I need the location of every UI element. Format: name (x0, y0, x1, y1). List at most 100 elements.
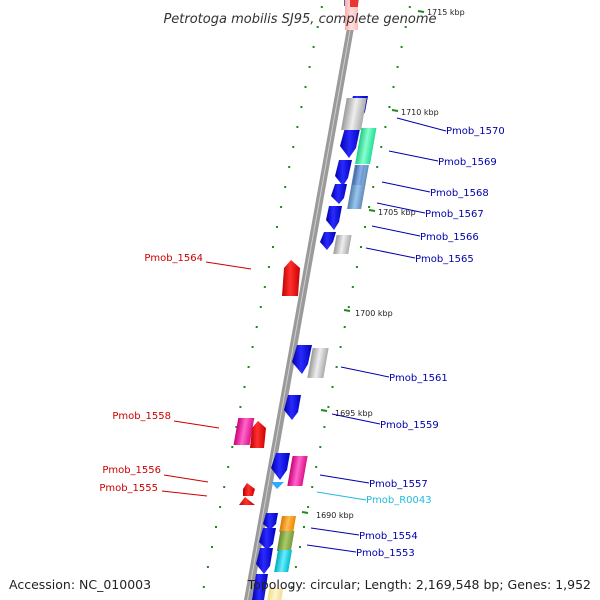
minor-tick (320, 6, 323, 8)
minor-tick (202, 586, 205, 588)
gene-label-pmob-1554[interactable]: Pmob_1554 (359, 531, 418, 542)
gene-block-gray-1 (341, 98, 367, 130)
map-title: Petrotoga mobilis SJ95, complete genome (163, 12, 436, 27)
gene-arrow-pmob-1569 (340, 124, 361, 158)
minor-tick (347, 306, 350, 308)
minor-tick (280, 206, 283, 208)
minor-tick (396, 66, 399, 68)
minor-tick (288, 166, 291, 168)
gene-label-pmob-1553[interactable]: Pmob_1553 (356, 548, 415, 559)
minor-tick (307, 506, 310, 508)
minor-tick (251, 346, 254, 348)
minor-tick (408, 6, 411, 8)
minor-tick (255, 326, 258, 328)
minor-tick (227, 466, 230, 468)
minor-tick (296, 126, 299, 128)
gene-arrow-pmob-1567 (331, 184, 347, 204)
gene-block-gray-2 (333, 235, 352, 254)
kbp-major-ticks (301, 10, 425, 514)
gene-label-pmob-1556[interactable]: Pmob_1556 (102, 465, 161, 476)
minor-tick (335, 366, 338, 368)
minor-tick (211, 546, 213, 548)
minor-tick (311, 486, 314, 488)
accession-text: Accession: NC_010003 (9, 577, 152, 592)
topology-text: Topology: circular; Length: 2,169,548 bp… (247, 577, 591, 592)
minor-tick (376, 166, 379, 168)
minor-tick (303, 526, 305, 528)
gene-arrow-pmob-1556 (243, 483, 255, 496)
minor-tick (276, 226, 278, 228)
minor-tick (235, 426, 238, 428)
minor-tick (331, 386, 334, 388)
genome-backbone-highlight (247, 0, 356, 600)
gene-label-pmob-1564[interactable]: Pmob_1564 (144, 253, 203, 264)
gene-block-steel (347, 165, 369, 209)
minor-tick (223, 486, 226, 488)
minor-tick (384, 126, 387, 128)
minor-tick (304, 86, 307, 88)
callout-lines (161, 117, 447, 553)
gene-arrow-pmob-1565 (320, 232, 336, 250)
gene-arrow-pmob-1554 (263, 513, 278, 530)
gene-block-top-red (350, 0, 358, 7)
gene-block-mint (355, 128, 377, 164)
gene-label-pmob-1559[interactable]: Pmob_1559 (380, 420, 439, 431)
minor-tick (380, 146, 383, 148)
gene-block-yellow (267, 588, 284, 600)
minor-tick (294, 566, 297, 568)
minor-tick (308, 66, 311, 68)
gene-label-pmob-1558[interactable]: Pmob_1558 (112, 411, 171, 422)
gene-arrow-pmob-1568 (335, 160, 352, 186)
minor-tick (360, 246, 362, 248)
minor-tick (272, 246, 274, 248)
minor-tick (231, 446, 234, 448)
kbp-label-1695: 1695 kbp (335, 409, 373, 418)
minor-tick (392, 86, 395, 88)
minor-tick (290, 586, 293, 588)
gene-block-pink-1558 (233, 418, 255, 445)
gene-arrow-pmob-r0043 (271, 482, 284, 489)
minor-tick (351, 286, 354, 288)
gene-label-pmob-1568[interactable]: Pmob_1568 (430, 188, 489, 199)
minor-tick (292, 146, 295, 148)
minor-tick (368, 206, 371, 208)
minor-tick (247, 366, 250, 368)
minor-tick (284, 186, 287, 188)
gene-label-pmob-r0043[interactable]: Pmob_R0043 (366, 495, 432, 506)
gene-label-pmob-1569[interactable]: Pmob_1569 (438, 157, 497, 168)
gene-label-pmob-1570[interactable]: Pmob_1570 (446, 126, 505, 137)
inner-tick-ring (202, 6, 323, 588)
gene-arrow-pmob-1559 (284, 395, 301, 420)
gene-label-pmob-1565[interactable]: Pmob_1565 (415, 254, 474, 265)
minor-tick (267, 266, 270, 268)
kbp-label-1715: 1715 kbp (427, 8, 465, 17)
minor-tick (243, 386, 246, 388)
minor-tick (300, 106, 303, 108)
gene-label-pmob-1557[interactable]: Pmob_1557 (369, 479, 428, 490)
gene-arrow-unlabeled-2 (252, 574, 268, 600)
gene-arrow-pmob-1557 (271, 453, 290, 480)
minor-tick (327, 406, 330, 408)
gene-block-top-pink (345, 0, 358, 30)
minor-tick (299, 546, 301, 548)
gene-block-orange (279, 516, 297, 532)
gene-label-pmob-1555[interactable]: Pmob_1555 (99, 483, 158, 494)
minor-tick (215, 526, 217, 528)
gene-label-pmob-1566[interactable]: Pmob_1566 (420, 232, 479, 243)
minor-tick (315, 466, 318, 468)
gene-block-gray-3 (307, 348, 329, 378)
gene-label-pmob-1561[interactable]: Pmob_1561 (389, 373, 448, 384)
minor-tick (312, 46, 315, 48)
gene-arrow-pmob-1566 (326, 206, 342, 230)
gene-arrow-pmob-1558 (250, 421, 266, 448)
gene-block-olive (276, 531, 295, 551)
minor-tick (364, 226, 366, 228)
gene-arrow-pmob-1564 (282, 260, 300, 296)
gene-label-pmob-1567[interactable]: Pmob_1567 (425, 209, 484, 220)
kbp-label-1710: 1710 kbp (401, 108, 439, 117)
minor-tick (263, 286, 266, 288)
gene-block-pink-1557 (287, 456, 308, 486)
minor-tick (206, 566, 209, 568)
minor-tick (259, 306, 262, 308)
minor-tick (323, 426, 326, 428)
